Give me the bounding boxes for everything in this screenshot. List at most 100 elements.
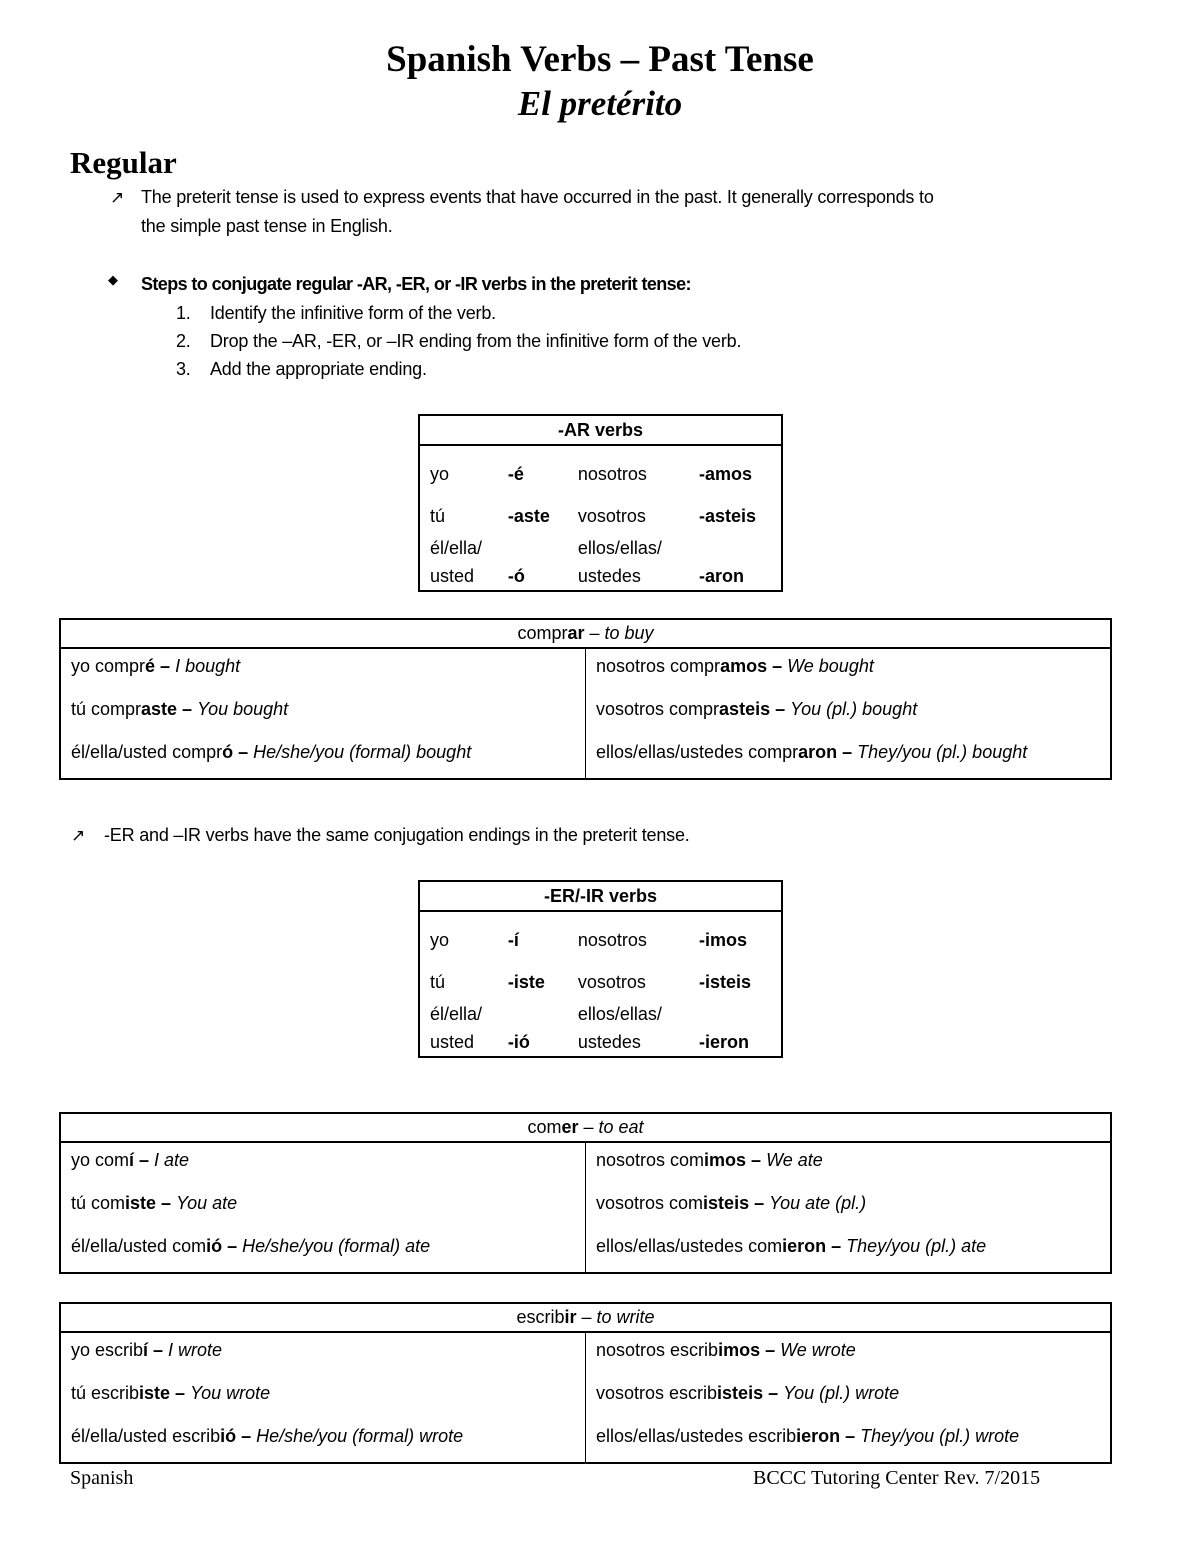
ending: -isteis bbox=[699, 972, 752, 992]
ending-cell: él/ella/ usted -ó bbox=[419, 530, 568, 591]
verb-stem: com bbox=[527, 1117, 562, 1137]
pronoun: él/ella/ usted bbox=[430, 1004, 483, 1052]
conjugation-column: nosotros compramos – We bought vosotros c… bbox=[586, 648, 1112, 779]
conjugation-ending: iste – bbox=[125, 1193, 177, 1213]
pronoun: nosotros bbox=[577, 464, 647, 484]
ending-cell: vosotros -isteis bbox=[567, 954, 784, 996]
ending-pair: yo -í bbox=[430, 926, 558, 954]
english-translation: I bought bbox=[175, 656, 241, 676]
english-translation: We bought bbox=[787, 656, 874, 676]
ending: -é bbox=[507, 464, 524, 484]
conjugation-column: nosotros comimos – We ate vosotros comist… bbox=[586, 1142, 1112, 1273]
table-header: comer – to eat bbox=[60, 1113, 1111, 1143]
step-text: Drop the –AR, -ER, or –IR ending from th… bbox=[210, 331, 742, 351]
conjugation-prefix: tú compr bbox=[71, 699, 142, 719]
ending: -aron bbox=[699, 566, 744, 586]
dash: – bbox=[576, 1307, 597, 1327]
ending: -asteis bbox=[699, 506, 757, 526]
ar-endings-table: -AR verbs yo -é nosotros -amos tú -aste vosotro… bbox=[418, 414, 784, 592]
pronoun: ellos/ellas/ ustedes bbox=[577, 1004, 662, 1052]
english-translation: He/she/you (formal) wrote bbox=[256, 1426, 464, 1446]
ending: -amos bbox=[699, 464, 753, 484]
conjugation-prefix: tú escrib bbox=[71, 1383, 140, 1403]
conjugation-column: nosotros escribimos – We wrote vosotros e… bbox=[586, 1332, 1112, 1463]
table-row: él/ella/ usted -ió ellos/ellas/ ustedes -ie… bbox=[419, 996, 784, 1057]
table-row: él/ella/ usted -ó ellos/ellas/ ustedes -aro… bbox=[419, 530, 784, 591]
table-header-row: comer – to eat bbox=[60, 1113, 1111, 1143]
ending-pair: él/ella/ usted -ó bbox=[430, 534, 558, 590]
conjugation-entry: tú comiste – You ate bbox=[71, 1189, 575, 1217]
conjugation-prefix: vosotros escrib bbox=[596, 1383, 718, 1403]
conjugation-prefix: tú com bbox=[71, 1193, 126, 1213]
ending-cell: ellos/ellas/ ustedes -aron bbox=[567, 530, 784, 591]
english-translation: We ate bbox=[766, 1150, 823, 1170]
conjugation-ending: aron – bbox=[798, 742, 858, 762]
er-ir-arrow-icon: ↗ bbox=[71, 826, 86, 845]
verb-ending: er bbox=[561, 1117, 579, 1137]
conjugation-entry: yo compré – I bought bbox=[71, 652, 575, 680]
diamond-bullet-icon: ◆ bbox=[108, 272, 118, 287]
english-translation: I ate bbox=[154, 1150, 190, 1170]
conjugation-ending: ió – bbox=[206, 1236, 243, 1256]
verb-meaning: to write bbox=[596, 1307, 655, 1327]
table-header-row: escribir – to write bbox=[60, 1303, 1111, 1333]
conjugation-entry: yo escribí – I wrote bbox=[71, 1336, 575, 1364]
conjugation-prefix: nosotros com bbox=[596, 1150, 705, 1170]
conjugation-prefix: ellos/ellas/ustedes escrib bbox=[596, 1426, 797, 1446]
conjugation-entry: tú compraste – You bought bbox=[71, 695, 575, 723]
conjugation-entry: vosotros escribisteis – You (pl.) wrote bbox=[596, 1379, 1100, 1407]
ending-pair: ellos/ellas/ ustedes -aron bbox=[578, 534, 771, 590]
pronoun: yo bbox=[430, 930, 450, 950]
conjugation-column: yo compré – I bought tú compraste – You b… bbox=[60, 648, 586, 779]
table-header: -AR verbs bbox=[419, 415, 782, 446]
pronoun: nosotros bbox=[577, 930, 647, 950]
conjugation-prefix: él/ella/usted escrib bbox=[71, 1426, 221, 1446]
conjugation-entry: nosotros comimos – We ate bbox=[596, 1146, 1100, 1174]
conjugation-ending: ieron – bbox=[782, 1236, 847, 1256]
conjugation-ending: imos – bbox=[718, 1340, 781, 1360]
ending-cell: yo -í bbox=[419, 911, 568, 954]
table-header: comprar – to buy bbox=[60, 619, 1111, 649]
intro-arrow-icon: ↗ bbox=[110, 188, 125, 207]
ending-cell: ellos/ellas/ ustedes -ieron bbox=[567, 996, 784, 1057]
english-translation: He/she/you (formal) bought bbox=[253, 742, 472, 762]
ending-pair: nosotros -amos bbox=[578, 460, 771, 488]
conjugation-prefix: ellos/ellas/ustedes com bbox=[596, 1236, 783, 1256]
conjugation-ending: í – bbox=[129, 1150, 155, 1170]
conjugation-entry: yo comí – I ate bbox=[71, 1146, 575, 1174]
step-number: 1. bbox=[176, 303, 191, 323]
pronoun: ellos/ellas/ ustedes bbox=[577, 538, 662, 586]
table-row: yo escribí – I wrote tú escribiste – You … bbox=[60, 1332, 1111, 1463]
conjugation-ending: imos – bbox=[704, 1150, 767, 1170]
english-translation: You bought bbox=[197, 699, 289, 719]
step-number: 2. bbox=[176, 331, 191, 351]
pronoun: él/ella/ usted bbox=[430, 538, 483, 586]
dash: – bbox=[584, 623, 605, 643]
conjugation-prefix: vosotros com bbox=[596, 1193, 704, 1213]
pronoun: yo bbox=[430, 464, 450, 484]
ending-pair: tú -aste bbox=[430, 502, 558, 530]
table-header-row: comprar – to buy bbox=[60, 619, 1111, 649]
conjugation-ending: isteis – bbox=[717, 1383, 784, 1403]
footer-right: BCCC Tutoring Center Rev. 7/2015 bbox=[753, 1467, 1041, 1489]
conjugation-ending: aste – bbox=[141, 699, 198, 719]
table-row: yo -é nosotros -amos bbox=[419, 445, 784, 488]
er-ir-endings-table: -ER/-IR verbs yo -í nosotros -imos tú -iste vos… bbox=[418, 880, 784, 1058]
english-translation: You ate (pl.) bbox=[769, 1193, 867, 1213]
conjugation-entry: él/ella/usted comió – He/she/you (formal… bbox=[71, 1232, 575, 1260]
conjugation-entry: nosotros escribimos – We wrote bbox=[596, 1336, 1100, 1364]
ending-cell: tú -aste bbox=[419, 488, 568, 530]
intro-line-2: the simple past tense in English. bbox=[141, 216, 393, 236]
english-translation: You wrote bbox=[190, 1383, 271, 1403]
footer-left: Spanish bbox=[70, 1467, 134, 1489]
ending-pair: nosotros -imos bbox=[578, 926, 771, 954]
conjugation-ending: ió – bbox=[220, 1426, 257, 1446]
ending-pair: vosotros -asteis bbox=[578, 502, 771, 530]
ending-pair: tú -iste bbox=[430, 968, 558, 996]
table-row: yo comí – I ate tú comiste – You ate él/el… bbox=[60, 1142, 1111, 1273]
conjugation-ending: isteis – bbox=[703, 1193, 770, 1213]
ending-pair: vosotros -isteis bbox=[578, 968, 771, 996]
conjugation-ending: amos – bbox=[720, 656, 788, 676]
step-text: Add the appropriate ending. bbox=[210, 359, 427, 379]
